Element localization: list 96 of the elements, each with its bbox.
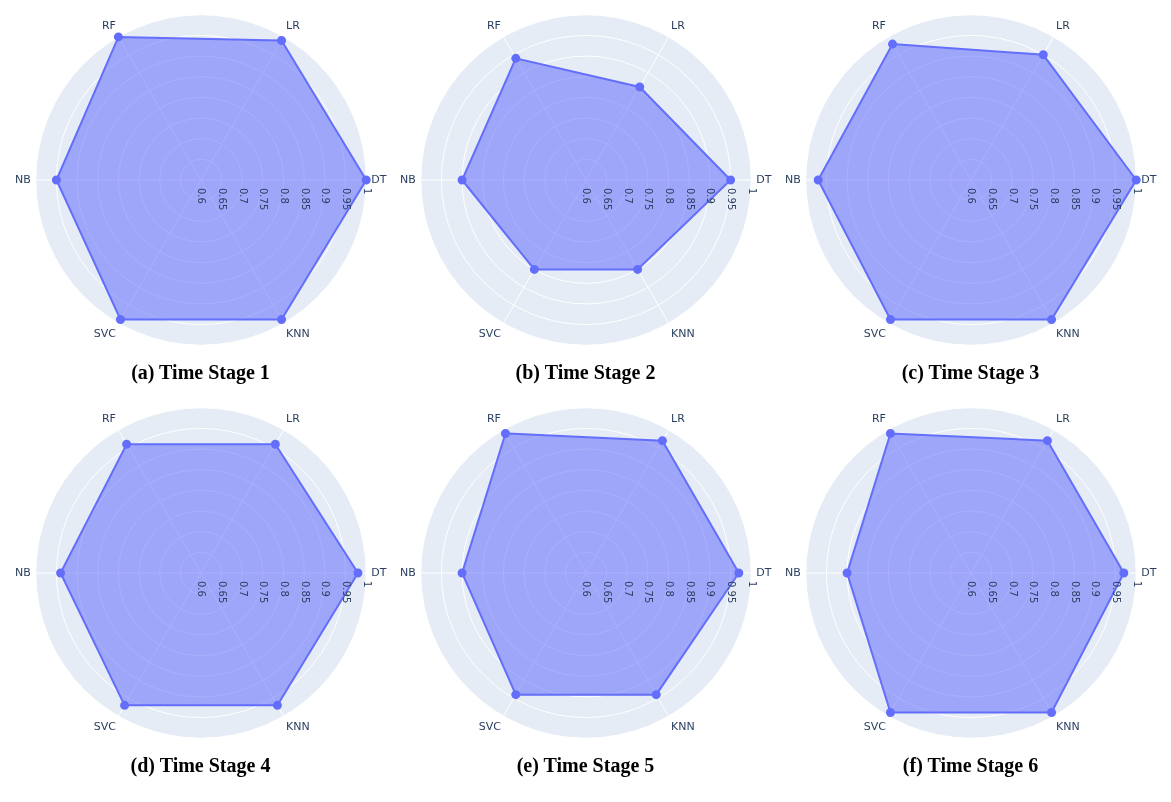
y-tick-label: 0.8 (278, 188, 290, 204)
spoke-label: LR (670, 411, 685, 425)
spoke-label: SVC (478, 326, 501, 340)
y-tick-label: 0.85 (1069, 188, 1081, 211)
y-tick-label: 0.6 (965, 581, 977, 597)
spoke-label: RF (871, 411, 886, 425)
spoke-label: RF (486, 18, 501, 32)
y-tick-label: 0.75 (257, 581, 269, 604)
y-tick-label: 0.7 (622, 581, 634, 597)
spoke-label: LR (285, 18, 300, 32)
spoke-label: NB (399, 565, 416, 579)
y-tick-label: 0.9 (1089, 188, 1101, 204)
y-tick-label: 0.9 (319, 581, 331, 597)
y-tick-label: 0.6 (965, 188, 977, 204)
spoke-label: DT (755, 565, 772, 579)
y-tick-label: 0.8 (1048, 581, 1060, 597)
spoke-label: NB (784, 565, 801, 579)
y-tick-label: 0.8 (663, 188, 675, 204)
spoke-label: KNN (285, 326, 310, 340)
y-tick-label: 1 (361, 581, 373, 588)
y-tick-label: 0.65 (216, 581, 228, 604)
text: (c) Time Stage 3 (901, 361, 1040, 384)
y-tick-label: 0.75 (257, 188, 269, 211)
y-tick-label: 0.7 (1007, 188, 1019, 204)
spoke-label: KNN (670, 326, 695, 340)
spoke-label: RF (101, 18, 116, 32)
y-tick-label: 0.6 (580, 188, 592, 204)
y-tick-label: 0.95 (1110, 581, 1122, 604)
spoke-label: SVC (863, 326, 886, 340)
y-tick-label: 0.7 (237, 188, 249, 204)
text: (e) Time Stage 5 (516, 754, 655, 777)
y-tick-label: 0.95 (340, 188, 352, 211)
text: (f) Time Stage 6 (902, 754, 1039, 777)
spoke-label: KNN (285, 719, 310, 733)
spoke-label: RF (871, 18, 886, 32)
spoke-label: NB (14, 565, 31, 579)
text: (b) Time Stage 2 (515, 361, 656, 384)
y-tick-label: 0.75 (642, 188, 654, 211)
y-tick-label: 0.6 (580, 581, 592, 597)
text: (a) Time Stage 1 (131, 361, 270, 384)
spoke-label: SVC (93, 719, 116, 733)
y-tick-label: 0.65 (601, 581, 613, 604)
spoke-label: DT (370, 565, 387, 579)
y-tick-label: 0.65 (986, 581, 998, 604)
spoke-label: RF (101, 411, 116, 425)
y-tick-label: 0.95 (340, 581, 352, 604)
text: (d) Time Stage 4 (130, 754, 271, 777)
y-tick-label: 0.9 (1089, 581, 1101, 597)
y-tick-label: 0.7 (1007, 581, 1019, 597)
y-tick-label: 0.85 (684, 188, 696, 211)
y-tick-label: 1 (1131, 188, 1143, 195)
y-tick-label: 0.85 (1069, 581, 1081, 604)
y-tick-label: 0.65 (601, 188, 613, 211)
y-tick-label: 0.7 (237, 581, 249, 597)
spoke-label: NB (784, 172, 801, 186)
y-tick-label: 0.8 (1048, 188, 1060, 204)
spoke-label: LR (285, 411, 300, 425)
spoke-label: NB (399, 172, 416, 186)
y-tick-label: 0.9 (319, 188, 331, 204)
y-tick-label: 0.85 (684, 581, 696, 604)
y-tick-label: 1 (746, 188, 758, 195)
spoke-label: DT (755, 172, 772, 186)
y-tick-label: 1 (361, 188, 373, 195)
y-tick-label: 0.65 (216, 188, 228, 211)
spoke-label: LR (1055, 18, 1070, 32)
y-tick-label: 0.95 (725, 188, 737, 211)
spoke-label: RF (486, 411, 501, 425)
spoke-label: DT (370, 172, 387, 186)
y-tick-label: 0.6 (195, 188, 207, 204)
y-tick-label: 1 (746, 581, 758, 588)
spoke-label: KNN (1055, 719, 1080, 733)
spoke-label: SVC (478, 719, 501, 733)
y-tick-label: 0.65 (986, 188, 998, 211)
y-tick-label: 0.95 (1110, 188, 1122, 211)
y-tick-label: 0.85 (299, 581, 311, 604)
y-tick-label: 0.9 (704, 188, 716, 204)
y-tick-label: 0.6 (195, 581, 207, 597)
y-tick-label: 0.95 (725, 581, 737, 604)
spoke-label: SVC (93, 326, 116, 340)
spoke-label: DT (1140, 172, 1157, 186)
spoke-label: SVC (863, 719, 886, 733)
y-tick-label: 0.8 (663, 581, 675, 597)
spoke-label: LR (1055, 411, 1070, 425)
spoke-label: NB (14, 172, 31, 186)
y-tick-label: 0.7 (622, 188, 634, 204)
spoke-label: LR (670, 18, 685, 32)
y-tick-label: 0.8 (278, 581, 290, 597)
spoke-label: DT (1140, 565, 1157, 579)
y-tick-label: 0.75 (1027, 188, 1039, 211)
y-tick-label: 1 (1131, 581, 1143, 588)
spoke-label: KNN (670, 719, 695, 733)
y-tick-label: 0.75 (642, 581, 654, 604)
y-tick-label: 0.75 (1027, 581, 1039, 604)
y-tick-label: 0.9 (704, 581, 716, 597)
spoke-label: KNN (1055, 326, 1080, 340)
y-tick-label: 0.85 (299, 188, 311, 211)
